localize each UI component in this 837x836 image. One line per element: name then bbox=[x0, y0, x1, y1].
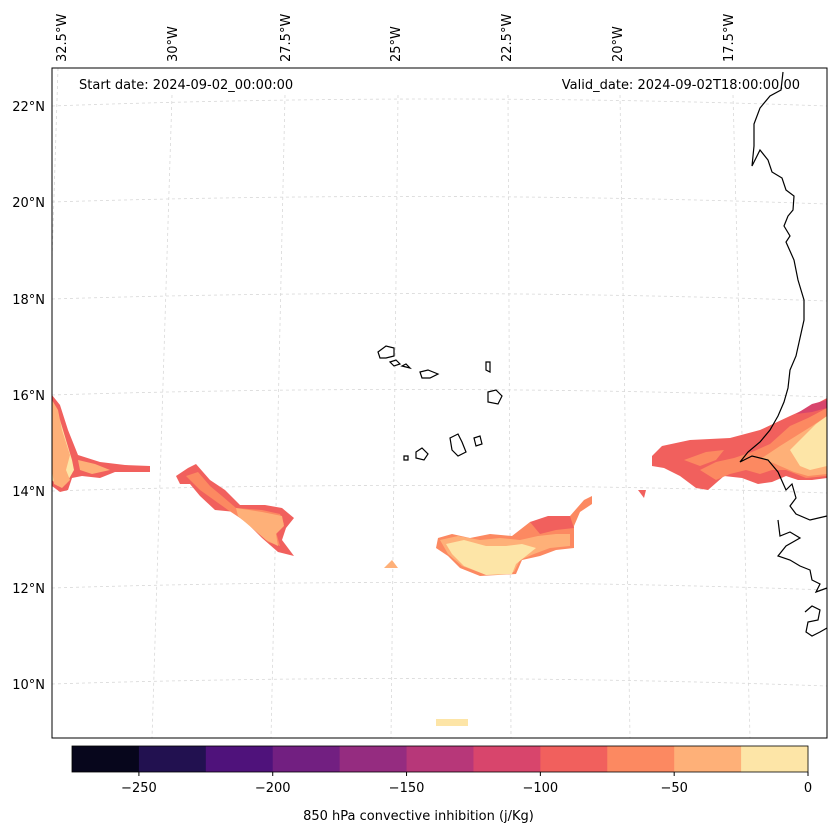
colorbar-swatch bbox=[406, 746, 474, 772]
lat-label: 18°N bbox=[12, 293, 45, 308]
colorbar-swatch bbox=[72, 746, 140, 772]
colorbar-tick-label: −150 bbox=[389, 781, 425, 796]
colorbar-swatch bbox=[674, 746, 742, 772]
start-date-label: Start date: 2024-09-02_00:00:00 bbox=[79, 78, 294, 93]
colorbar: −250 −200 −150 −100 −50 0 bbox=[71, 745, 812, 796]
lat-label: 16°N bbox=[12, 389, 45, 404]
lon-label: 22.5°W bbox=[500, 14, 515, 62]
colorbar-swatch bbox=[339, 746, 408, 772]
coastlines bbox=[377, 71, 828, 637]
colorbar-tick-label: −100 bbox=[523, 781, 559, 796]
colorbar-swatch bbox=[540, 746, 608, 772]
lon-label: 25°W bbox=[389, 26, 404, 62]
lon-label: 27.5°W bbox=[279, 14, 294, 62]
map-border bbox=[51, 67, 828, 739]
colorbar-swatch bbox=[607, 746, 675, 772]
colorbar-border bbox=[71, 745, 809, 773]
lon-label: 17.5°W bbox=[722, 14, 737, 62]
lat-label: 10°N bbox=[12, 678, 45, 693]
colorbar-tick-label: −200 bbox=[255, 781, 291, 796]
colorbar-tick-label: 0 bbox=[804, 781, 812, 796]
graticule bbox=[51, 67, 828, 739]
colorbar-swatch bbox=[272, 746, 341, 772]
colorbar-title: 850 hPa convective inhibition (j/Kg) bbox=[303, 809, 534, 824]
lat-label: 22°N bbox=[12, 100, 45, 115]
lon-label: 20°W bbox=[611, 26, 626, 62]
lat-label: 14°N bbox=[12, 485, 45, 500]
lat-label: 20°N bbox=[12, 196, 45, 211]
lon-labels: 32.5°W 30°W 27.5°W 25°W 22.5°W 20°W 17.5… bbox=[55, 14, 737, 62]
valid-date-label: Valid_date: 2024-09-02T18:00:00.00 bbox=[561, 78, 800, 93]
colorbar-swatch bbox=[741, 746, 809, 772]
colorbar-tick-label: −250 bbox=[121, 781, 157, 796]
map-frame bbox=[52, 68, 827, 738]
colorbar-swatch bbox=[205, 746, 274, 772]
lat-labels: 22°N 20°N 18°N 16°N 14°N 12°N 10°N bbox=[12, 100, 45, 693]
lon-label: 30°W bbox=[166, 26, 181, 62]
lon-label: 32.5°W bbox=[55, 14, 70, 62]
colorbar-swatch bbox=[473, 746, 541, 772]
cin-contours bbox=[52, 395, 827, 726]
colorbar-swatch bbox=[138, 746, 207, 772]
lat-label: 12°N bbox=[12, 582, 45, 597]
colorbar-tick-label: −50 bbox=[660, 781, 687, 796]
